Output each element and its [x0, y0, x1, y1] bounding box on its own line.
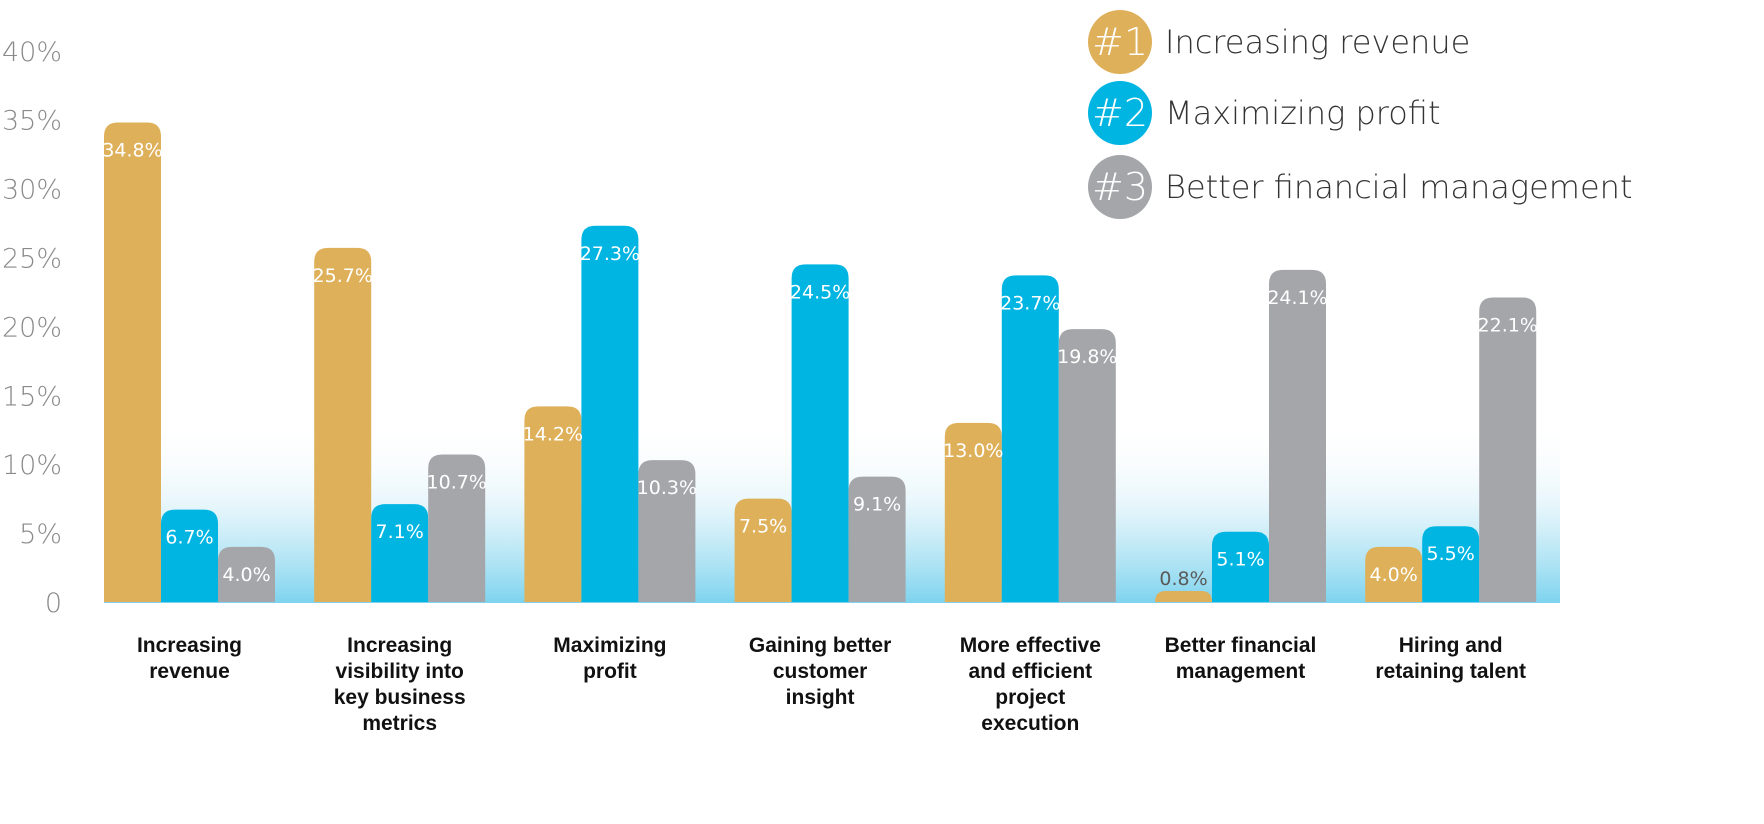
category-label: Hiring and: [1399, 634, 1503, 657]
category-label: visibility into: [336, 660, 464, 683]
bar-rank3-cat3: [638, 460, 696, 602]
bar-value-label: 14.2%: [523, 423, 583, 445]
category-label: Better financial: [1165, 634, 1317, 657]
category-label: profit: [583, 660, 637, 683]
bar-value-label: 10.7%: [427, 472, 487, 494]
legend-rank-label: #3: [1092, 165, 1148, 209]
y-tick-label: 15%: [2, 381, 62, 412]
category-label: retaining talent: [1375, 660, 1526, 683]
legend-marker-1: [1088, 10, 1152, 74]
bar-value-label: 19.8%: [1057, 346, 1117, 368]
category-label: execution: [981, 712, 1079, 735]
bar-rank3-cat7: [1479, 297, 1537, 602]
bars-layer: [104, 122, 1537, 603]
category-label: Maximizing: [553, 634, 666, 657]
y-tick-label: 30%: [2, 175, 62, 206]
bar-rank1-cat6: [1155, 590, 1212, 602]
bar-value-label: 22.1%: [1478, 314, 1538, 336]
y-tick-label: 20%: [2, 312, 62, 343]
category-label: metrics: [362, 712, 437, 735]
bar-value-label: 10.3%: [637, 477, 697, 499]
bar-rank2-cat4: [791, 264, 849, 602]
bar-value-label: 25.7%: [313, 265, 373, 287]
bar-rank2-cat6: [1212, 531, 1269, 602]
legend-entry-label: Increasing revenue: [1165, 23, 1470, 61]
bar-rank2-cat5: [1001, 275, 1059, 602]
bar-value-label: 23.7%: [1000, 292, 1060, 314]
bar-rank1-cat7: [1365, 546, 1423, 602]
bar-rank1-cat5: [944, 422, 1002, 602]
bar-value-label: 24.5%: [790, 281, 850, 303]
bar-value-label: 24.1%: [1267, 287, 1327, 309]
category-label: management: [1176, 660, 1306, 683]
y-tick-label: 10%: [2, 450, 62, 481]
bar-value-label: 27.3%: [580, 243, 640, 265]
legend-entry-label: Maximizing profit: [1165, 94, 1441, 132]
legend-marker-2: [1088, 81, 1152, 145]
bar-value-label: 6.7%: [165, 527, 213, 549]
bar-value-label: 0.8%: [1159, 568, 1207, 590]
bar-rank3-cat5: [1058, 329, 1116, 602]
category-label: and efficient: [968, 660, 1092, 683]
category-label: customer: [773, 660, 868, 683]
bar-value-label: 7.1%: [376, 521, 424, 543]
category-label: Increasing: [137, 634, 242, 657]
bar-value-label: 34.8%: [102, 139, 162, 161]
y-tick-label: 35%: [2, 106, 62, 137]
legend-entry-label: Better financial management: [1165, 168, 1632, 206]
bar-value-label: 5.5%: [1427, 543, 1475, 565]
category-label: insight: [786, 686, 855, 709]
bar-value-label: 13.0%: [943, 440, 1003, 462]
y-tick-label: 5%: [19, 519, 62, 550]
bar-rank3-cat6: [1269, 269, 1326, 602]
category-label: key business: [334, 686, 466, 709]
bar-value-label: 4.0%: [1370, 564, 1418, 586]
bar-value-label: 4.0%: [222, 564, 270, 586]
bar-rank2-cat2: [371, 504, 429, 602]
category-label: revenue: [149, 660, 230, 683]
y-tick-label: 25%: [2, 244, 62, 275]
bar-rank3-cat2: [428, 454, 486, 602]
category-labels-layer: Increasing revenue Increasing visibility in…: [137, 634, 1526, 735]
bar-rank1-cat1: [104, 122, 161, 603]
legend-rank-label: #1: [1092, 20, 1148, 64]
bar-rank1-cat2: [314, 247, 372, 602]
bar-value-label: 7.5%: [739, 516, 787, 538]
category-label: More effective: [960, 634, 1101, 657]
bar-rank1-cat4: [734, 498, 792, 602]
category-label: project: [995, 686, 1065, 709]
y-axis: 0 5% 10% 15% 20% 25% 30% 35% 40%: [2, 37, 62, 619]
y-tick-label: 40%: [2, 37, 62, 68]
bar-value-label: 9.1%: [853, 494, 901, 516]
legend: #1 Increasing revenue #2 Maximizing profit #…: [1088, 10, 1632, 219]
category-label: Increasing: [347, 634, 452, 657]
legend-rank-label: #2: [1092, 91, 1148, 135]
bar-value-label: 5.1%: [1216, 549, 1264, 571]
bar-rank2-cat3: [581, 225, 639, 602]
bar-rank3-cat1: [218, 546, 275, 602]
bar-rank3-cat4: [848, 476, 906, 602]
value-labels-layer: 34.8% 25.7% 14.2% 7.5% 13.0% 0.8% 4.0% 6.7% 7.1%…: [102, 139, 1538, 590]
bar-rank2-cat1: [161, 509, 218, 602]
legend-marker-3: [1088, 155, 1152, 219]
bar-rank1-cat3: [524, 406, 582, 602]
y-tick-label: 0: [45, 588, 62, 619]
category-label: Gaining better: [749, 634, 891, 657]
bar-rank2-cat7: [1422, 526, 1480, 602]
